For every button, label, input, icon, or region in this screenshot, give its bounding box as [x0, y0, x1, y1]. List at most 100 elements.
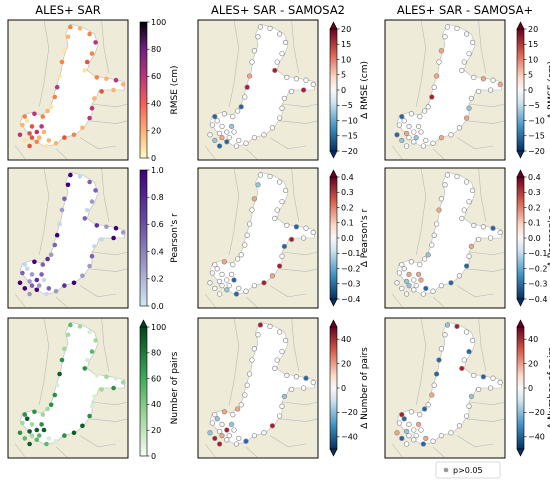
colorbar-bar	[139, 326, 148, 457]
station-marker	[279, 50, 285, 57]
station-marker	[120, 380, 126, 385]
map-border	[14, 293, 27, 309]
station-marker	[413, 432, 419, 439]
station-marker	[303, 77, 309, 83]
station-marker	[32, 111, 37, 117]
map-border	[91, 251, 129, 256]
colorbar-tick-label: 1.0	[151, 166, 164, 175]
map-border	[269, 285, 307, 298]
station-marker	[430, 288, 436, 294]
station-marker	[233, 143, 240, 149]
station-marker	[214, 266, 220, 272]
colorbar-tick-label: −5	[341, 101, 353, 110]
map-frame	[7, 19, 129, 161]
station-marker	[249, 59, 255, 65]
colorbar-tick-label: 40	[151, 400, 161, 409]
colorbar-tick-label: −5	[528, 101, 540, 110]
station-marker	[475, 386, 482, 393]
station-marker	[238, 104, 244, 110]
colorbar-tick-label: 60	[151, 72, 161, 81]
colorbar-tick-label: −0.4	[341, 295, 360, 304]
colorbar-extend-min	[329, 448, 338, 457]
station-marker	[20, 270, 25, 276]
colorbar-tick-label: 0.0	[528, 234, 541, 243]
station-marker	[413, 134, 419, 141]
station-marker	[36, 283, 42, 288]
station-marker	[413, 282, 419, 289]
colorbar-tick-label: 0.2	[341, 203, 354, 212]
map-border	[291, 19, 300, 74]
colorbar-tick-label: 0.2	[528, 203, 541, 212]
station-marker	[310, 229, 316, 236]
station-marker	[104, 374, 109, 380]
station-marker	[104, 76, 109, 82]
station-marker	[36, 135, 42, 140]
colorbar-tick-label: 0	[341, 384, 346, 393]
station-marker	[243, 140, 249, 146]
station-marker	[27, 131, 32, 136]
station-marker	[408, 111, 415, 117]
map-border	[55, 148, 69, 161]
station-marker	[228, 123, 235, 130]
colorbar: −20 −15 −10 −5 0 5 10 15 20 Δ RMSE (cm)	[516, 21, 550, 159]
station-marker	[411, 437, 417, 443]
station-marker	[41, 277, 47, 283]
station-marker	[59, 357, 65, 363]
station-marker	[394, 280, 400, 286]
station-marker	[466, 348, 472, 355]
station-marker	[48, 252, 54, 258]
station-marker	[57, 371, 62, 377]
station-marker	[471, 222, 477, 229]
station-marker	[497, 229, 503, 236]
colorbar-tick-label: −15	[341, 132, 358, 141]
station-marker	[34, 427, 40, 433]
station-marker	[120, 230, 126, 235]
station-marker	[411, 427, 417, 433]
map-border	[55, 296, 69, 309]
colorbar-extend-max	[329, 169, 338, 178]
station-marker	[282, 337, 289, 344]
colorbar: −20 −15 −10 −5 0 5 10 15 20 Δ RMSE (cm)	[329, 21, 370, 159]
station-marker	[226, 432, 232, 439]
station-marker	[429, 392, 435, 398]
station-marker	[44, 441, 49, 447]
station-marker	[454, 323, 460, 330]
station-marker	[279, 198, 285, 205]
station-marker	[399, 435, 405, 442]
colorbar-tick-label: 5	[341, 71, 346, 80]
map-border	[204, 145, 217, 161]
station-marker	[57, 221, 62, 227]
station-marker	[251, 196, 258, 202]
station-marker	[234, 256, 241, 262]
map-border	[38, 317, 50, 405]
station-marker	[267, 25, 273, 32]
station-marker	[34, 437, 40, 443]
colorbar-tick-label: −0.3	[528, 280, 547, 289]
station-marker	[425, 104, 431, 110]
station-marker	[214, 118, 220, 124]
station-marker	[216, 291, 223, 297]
station-marker	[99, 89, 104, 94]
station-marker	[77, 174, 83, 179]
station-marker	[82, 68, 88, 73]
station-marker	[399, 285, 405, 292]
station-marker	[99, 387, 104, 392]
map-panel-e: −0.4 −0.3 −0.2 −0.1 0.0 0.1 0.2 0.3 0.4 Δ Pearson…	[197, 167, 370, 309]
station-marker	[421, 108, 428, 114]
station-marker	[87, 31, 92, 37]
colorbar-extend-max	[516, 319, 525, 328]
station-marker	[423, 285, 429, 292]
station-marker	[417, 411, 423, 418]
colorbar-bar	[139, 169, 148, 307]
colorbar-tick-label: 0.1	[528, 219, 541, 228]
station-marker	[89, 403, 95, 409]
map-border	[456, 285, 494, 298]
colorbar: −0.4 −0.3 −0.2 −0.1 0.0 0.1 0.2 0.3 0.4 Δ Pearson…	[329, 169, 370, 307]
map-panel-g: 0 20 40 60 80 100 Number of pairs	[7, 317, 180, 461]
station-marker	[17, 132, 23, 138]
station-marker	[80, 423, 85, 429]
station-marker	[40, 412, 46, 417]
colorbar-tick-label: 15	[341, 40, 351, 49]
station-marker	[284, 372, 290, 379]
station-marker	[418, 277, 424, 283]
